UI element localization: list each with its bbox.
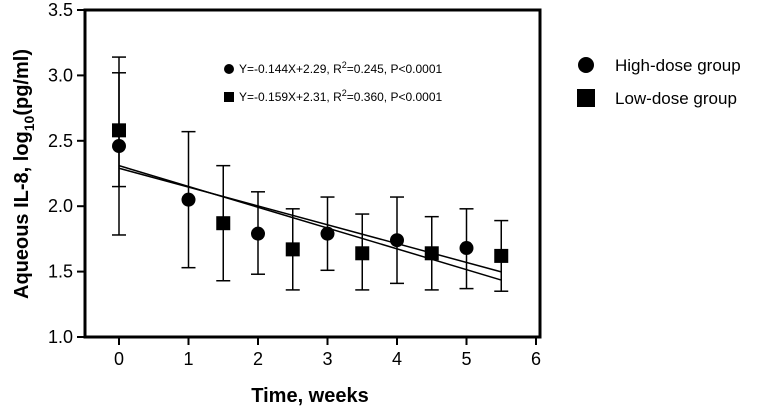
equation-high-dose-lhs: Y=-0.144X+2.29, R (239, 62, 342, 76)
y-axis-ticks: 1.0 1.5 2.0 2.5 3.0 3.5 (48, 0, 85, 347)
legend: High-dose group Low-dose group (577, 56, 741, 108)
fit-line-high-dose (118, 167, 502, 273)
legend-low-dose-label: Low-dose group (615, 89, 737, 108)
x-axis-title: Time, weeks (251, 385, 368, 407)
data-markers (112, 123, 509, 263)
x-tick-label-1: 1 (183, 349, 193, 369)
equation-low-dose-rhs: =0.360, P<0.0001 (347, 90, 443, 104)
equation-high-dose: Y=-0.144X+2.29, R2=0.245, P<0.0001 (239, 60, 443, 76)
equation-low-dose: Y=-0.159X+2.31, R2=0.360, P<0.0001 (239, 88, 443, 104)
y-axis-title: Aqueous IL-8, log10(pg/ml) (11, 49, 37, 299)
point-low-dose-3 (355, 246, 370, 261)
point-high-dose-0 (112, 139, 126, 154)
y-tick-label-0: 1.0 (48, 327, 73, 347)
point-high-dose-2 (251, 226, 265, 241)
point-high-dose-3 (320, 226, 335, 241)
fit-equations: Y=-0.144X+2.29, R2=0.245, P<0.0001 Y=-0.… (224, 60, 443, 104)
equation-high-dose-marker (224, 64, 234, 74)
y-tick-label-3: 2.5 (48, 131, 73, 151)
plot-frame (83, 8, 542, 339)
x-axis-ticks: 0 1 2 3 4 5 6 (114, 337, 541, 369)
legend-low-dose-marker (577, 89, 595, 107)
x-tick-label-5: 5 (461, 349, 471, 369)
point-low-dose-2 (285, 242, 300, 257)
x-tick-label-2: 2 (253, 349, 263, 369)
point-low-dose-4 (424, 246, 439, 261)
equation-high-dose-rhs: =0.245, P<0.0001 (347, 62, 443, 76)
point-low-dose-5 (494, 248, 509, 263)
legend-high-dose-label: High-dose group (615, 56, 741, 75)
fit-line-low-dose (118, 164, 502, 281)
y-tick-label-1: 1.5 (48, 262, 73, 282)
regression-lines (118, 164, 502, 281)
equation-low-dose-sup: 2 (342, 88, 347, 98)
point-high-dose-4 (390, 233, 404, 248)
y-axis-title-main: Aqueous IL-8, log (11, 131, 33, 299)
y-axis-title-subscript: 10 (21, 115, 37, 131)
x-tick-label-4: 4 (392, 349, 402, 369)
equation-low-dose-lhs: Y=-0.159X+2.31, R (239, 90, 342, 104)
point-high-dose-1 (181, 192, 196, 207)
equation-low-dose-marker (224, 92, 234, 102)
y-tick-label-5: 3.5 (48, 0, 73, 20)
y-tick-label-2: 2.0 (48, 196, 73, 216)
point-low-dose-1 (216, 216, 231, 231)
x-tick-label-0: 0 (114, 349, 124, 369)
x-tick-label-3: 3 (322, 349, 332, 369)
y-tick-label-4: 3.0 (48, 65, 73, 85)
y-axis-title-unit: (pg/ml) (11, 49, 33, 116)
point-low-dose-0 (112, 123, 126, 138)
x-tick-label-6: 6 (531, 349, 541, 369)
equation-high-dose-sup: 2 (342, 60, 347, 70)
legend-high-dose-marker (578, 57, 594, 73)
point-high-dose-5 (459, 241, 474, 256)
